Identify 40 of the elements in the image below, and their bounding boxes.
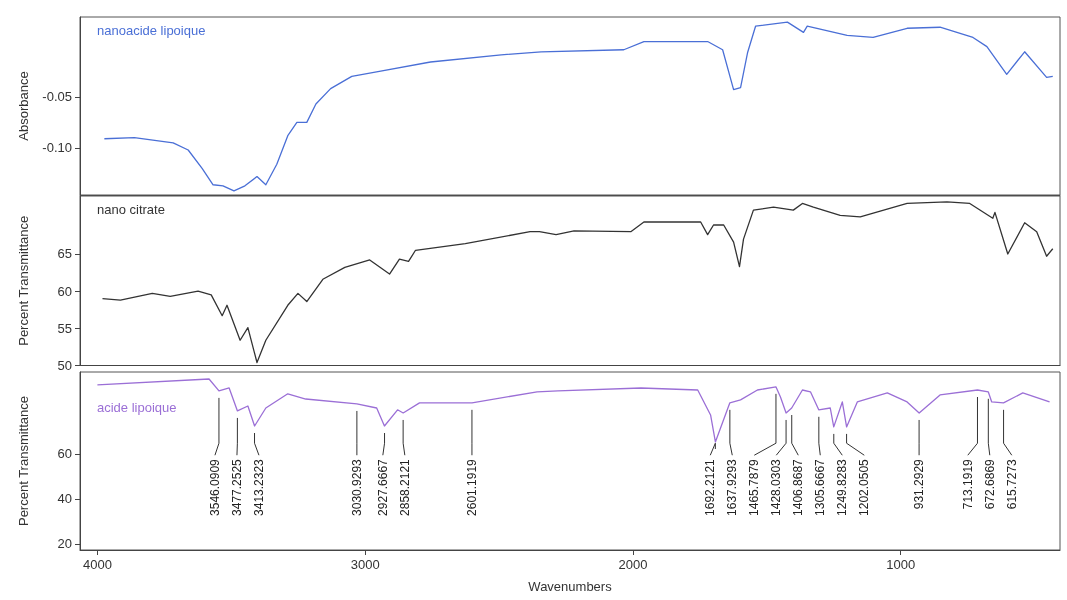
y-tick-label: -0.10 <box>42 140 72 156</box>
x-tick-label: 1000 <box>886 557 916 572</box>
y-tick-label: 20 <box>57 536 72 552</box>
x-tick-label: 2000 <box>618 557 648 572</box>
y-tick-label: 65 <box>57 246 72 262</box>
annotation: 3413.2323 <box>251 458 266 516</box>
x-tick-label: 3000 <box>350 557 380 572</box>
y-tick-label: 40 <box>57 491 72 507</box>
annotation: 1692.2121 <box>703 458 718 516</box>
annotation: 1637.9293 <box>725 458 740 516</box>
x-axis-title: Wavenumbers <box>528 579 613 594</box>
line-series <box>96 378 1051 443</box>
y-axis-title: Percent Transmittance <box>16 395 31 527</box>
y-tick-label: 50 <box>57 358 72 373</box>
annotation: 713.1919 <box>960 458 975 510</box>
text: nano citrate <box>97 202 165 217</box>
text: nanoacide lipoique <box>97 23 206 38</box>
annotation: 2858.2121 <box>397 458 412 516</box>
y-axis-title: Absorbance <box>16 71 31 141</box>
annotation: 3546.0909 <box>207 458 222 516</box>
annotation: 3477.2525 <box>229 458 244 516</box>
y-tick-label: 60 <box>57 446 72 462</box>
annotation: 615.7273 <box>1004 458 1019 510</box>
annotation: 672.6869 <box>982 458 997 510</box>
annotation: 931.2929 <box>912 458 927 510</box>
y-tick-label: -0.05 <box>42 89 72 105</box>
annotation: 1202.0505 <box>857 458 872 516</box>
x-tick-label: 4000 <box>82 557 112 572</box>
y-tick-label: 60 <box>57 283 72 299</box>
annotation: 3030.9293 <box>349 458 364 516</box>
annotation: 1428.0303 <box>769 458 784 516</box>
y-axis-title: Percent Transmittance <box>16 215 31 346</box>
series-label: acide lipoique <box>97 400 177 415</box>
annotation: 2927.6667 <box>375 458 390 516</box>
y-tick-label: 55 <box>57 320 72 336</box>
annotation: 1249.8283 <box>835 458 850 516</box>
annotation: 1406.8687 <box>791 458 806 516</box>
annotation: 2601.1919 <box>464 458 479 516</box>
annotation: 1465.7879 <box>747 458 762 516</box>
annotation: 1305.6667 <box>813 458 828 516</box>
